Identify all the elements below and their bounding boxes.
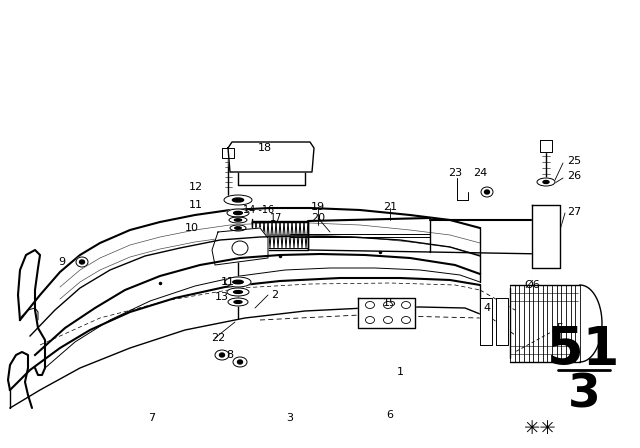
- Ellipse shape: [365, 316, 374, 323]
- Text: 5: 5: [557, 323, 563, 333]
- Ellipse shape: [237, 360, 243, 364]
- Text: 6: 6: [387, 410, 394, 420]
- Text: 12: 12: [189, 182, 203, 192]
- Ellipse shape: [401, 302, 410, 309]
- Text: 25: 25: [567, 156, 581, 166]
- Ellipse shape: [383, 316, 392, 323]
- Text: 17: 17: [270, 213, 282, 223]
- Ellipse shape: [227, 288, 249, 296]
- Text: 27: 27: [567, 207, 581, 217]
- Text: 11: 11: [221, 277, 235, 287]
- Text: 2: 2: [271, 290, 278, 300]
- Text: ✳✳: ✳✳: [524, 418, 556, 438]
- Polygon shape: [212, 228, 268, 265]
- Polygon shape: [532, 205, 560, 268]
- Ellipse shape: [224, 195, 252, 205]
- Ellipse shape: [79, 260, 84, 264]
- Ellipse shape: [234, 291, 243, 293]
- Text: 10: 10: [185, 223, 199, 233]
- Ellipse shape: [228, 298, 248, 306]
- Ellipse shape: [220, 353, 225, 357]
- Polygon shape: [496, 298, 508, 345]
- Ellipse shape: [229, 217, 247, 223]
- Ellipse shape: [235, 227, 241, 229]
- Ellipse shape: [383, 302, 392, 309]
- Ellipse shape: [481, 187, 493, 197]
- Polygon shape: [358, 298, 415, 328]
- Ellipse shape: [234, 211, 243, 215]
- Ellipse shape: [233, 357, 247, 367]
- Polygon shape: [228, 142, 314, 172]
- Text: 1: 1: [397, 367, 403, 377]
- Ellipse shape: [365, 302, 374, 309]
- Ellipse shape: [232, 198, 244, 202]
- Text: 9: 9: [58, 257, 65, 267]
- Ellipse shape: [234, 301, 242, 303]
- Ellipse shape: [225, 277, 251, 287]
- Ellipse shape: [484, 190, 490, 194]
- Ellipse shape: [76, 257, 88, 267]
- Text: 8: 8: [227, 350, 234, 360]
- Text: 13: 13: [215, 292, 229, 302]
- Polygon shape: [480, 298, 492, 345]
- Ellipse shape: [537, 178, 555, 186]
- Ellipse shape: [232, 241, 248, 255]
- Ellipse shape: [227, 209, 249, 217]
- Text: Ø6: Ø6: [524, 280, 540, 290]
- Ellipse shape: [543, 181, 549, 184]
- Text: 19: 19: [311, 202, 325, 212]
- Text: 7: 7: [148, 413, 156, 423]
- Ellipse shape: [234, 219, 242, 221]
- Text: 15: 15: [383, 298, 397, 308]
- Ellipse shape: [401, 316, 410, 323]
- Text: 22: 22: [211, 333, 225, 343]
- Text: 20: 20: [311, 213, 325, 223]
- Text: 51: 51: [547, 324, 621, 376]
- Ellipse shape: [215, 350, 229, 360]
- Text: 11: 11: [189, 200, 203, 210]
- Text: 3: 3: [568, 372, 600, 418]
- Ellipse shape: [233, 280, 243, 284]
- Text: 26: 26: [567, 171, 581, 181]
- Text: 21: 21: [383, 202, 397, 212]
- Text: 14 -16: 14 -16: [243, 205, 274, 215]
- Polygon shape: [540, 140, 552, 152]
- Text: 23: 23: [448, 168, 462, 178]
- Ellipse shape: [230, 225, 246, 231]
- Polygon shape: [222, 148, 234, 158]
- Text: 3: 3: [287, 413, 294, 423]
- Text: 4: 4: [483, 303, 491, 313]
- Text: 18: 18: [258, 143, 272, 153]
- Text: 24: 24: [473, 168, 487, 178]
